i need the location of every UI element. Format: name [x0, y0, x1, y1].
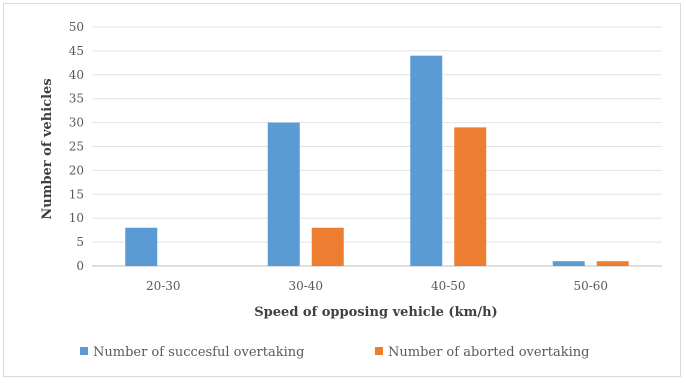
y-tick-label: 15: [69, 187, 84, 201]
bar: [454, 127, 487, 266]
legend: Number of succesful overtaking Number of …: [80, 345, 589, 360]
legend-label: Number of succesful overtaking: [93, 345, 304, 360]
bar: [410, 55, 443, 267]
y-tick-label: 45: [69, 44, 84, 58]
legend-swatch: [375, 347, 383, 355]
gridlines: [92, 26, 662, 267]
x-tick-label: 30-40: [288, 279, 323, 293]
y-tick-label: 40: [69, 68, 84, 82]
bars: [125, 55, 629, 267]
legend-label: Number of aborted overtaking: [388, 345, 589, 360]
x-tick-label: 20-30: [146, 279, 181, 293]
y-axis-label: Number of vehicles: [40, 78, 55, 219]
y-tick-label: 50: [69, 20, 84, 34]
x-tick-labels: 20-30 30-40 40-50 50-60: [146, 279, 608, 293]
legend-swatch: [80, 347, 88, 355]
y-tick-label: 0: [76, 259, 84, 273]
bar: [596, 261, 629, 266]
bar: [311, 227, 344, 266]
x-axis-label: Speed of opposing vehicle (km/h): [254, 305, 497, 320]
x-tick-label: 50-60: [573, 279, 608, 293]
chart-frame: 0 5 10 15 20 25 30 35 40 45 50 20-30 30-40 40-50 50-6…: [3, 3, 681, 377]
bar: [125, 227, 158, 266]
bar: [267, 122, 300, 266]
y-tick-label: 5: [76, 235, 84, 249]
y-tick-label: 35: [69, 92, 84, 106]
y-tick-label: 25: [69, 140, 84, 154]
y-tick-label: 30: [69, 116, 84, 130]
y-tick-label: 20: [69, 163, 84, 177]
y-tick-label: 10: [69, 211, 84, 225]
bar: [552, 261, 585, 266]
x-tick-label: 40-50: [431, 279, 466, 293]
y-tick-labels: 0 5 10 15 20 25 30 35 40 45 50: [69, 20, 84, 273]
bar-chart: 0 5 10 15 20 25 30 35 40 45 50 20-30 30-40 40-50 50-6…: [40, 20, 662, 360]
